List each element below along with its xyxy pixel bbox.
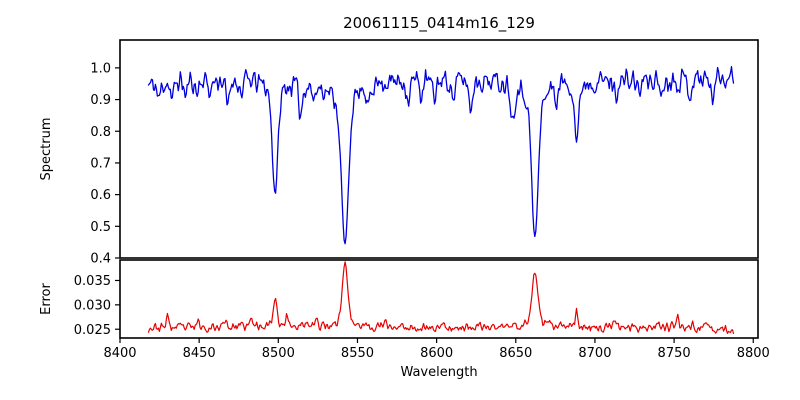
y-tick-label: 0.030	[74, 298, 111, 313]
y-tick-label: 0.4	[90, 252, 111, 267]
chart-title: 20061115_0414m16_129	[343, 14, 535, 33]
y-tick-label: 0.5	[90, 220, 111, 235]
y-tick-label: 1.0	[90, 61, 111, 76]
y-tick-label: 0.035	[74, 274, 111, 289]
x-tick-label: 8450	[183, 346, 216, 361]
error-panel-frame	[119, 259, 759, 339]
y-tick-label: 0.6	[90, 188, 111, 203]
spectrum-panel-frame	[119, 39, 759, 259]
y-tick-label: 0.9	[90, 93, 111, 108]
x-tick-label: 8650	[499, 346, 532, 361]
x-tick-label: 8400	[103, 346, 136, 361]
y-tick-label: 0.025	[74, 323, 111, 338]
error-y-axis-label: Error	[39, 283, 54, 315]
x-tick-label: 8550	[341, 346, 374, 361]
x-tick-label: 8500	[262, 346, 295, 361]
spectrum-y-axis-label: Spectrum	[39, 118, 54, 181]
error-panel: 0.035 0.030 0.025 8400 8450 8500 8550 8600 8650…	[39, 259, 770, 380]
x-tick-label: 8800	[737, 346, 770, 361]
y-tick-label: 0.8	[90, 125, 111, 140]
y-tick-label: 0.7	[90, 156, 111, 171]
x-axis-label: Wavelength	[400, 365, 477, 380]
x-tick-label: 8700	[578, 346, 611, 361]
x-tick-label: 8750	[658, 346, 691, 361]
x-tick-label: 8600	[420, 346, 453, 361]
spectrum-line	[147, 66, 735, 245]
spectrum-panel: 1.0 0.9 0.8 0.7 0.6 0.5 0.4 Spectrum	[39, 39, 759, 267]
error-line	[147, 261, 735, 334]
